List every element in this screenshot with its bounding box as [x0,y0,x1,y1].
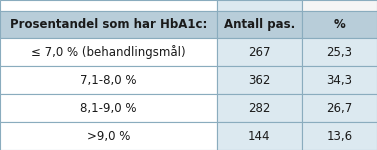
Text: 282: 282 [248,102,270,115]
Bar [217,38,302,66]
Bar [217,11,302,38]
Text: 8,1-9,0 %: 8,1-9,0 % [80,102,136,115]
Bar [0,11,217,38]
Bar [217,122,302,150]
Bar [302,122,377,150]
Text: 34,3: 34,3 [326,74,352,87]
Bar [0,122,217,150]
Bar [217,66,302,94]
Text: 144: 144 [248,130,270,142]
Bar [0,66,217,94]
Bar [0,94,217,122]
Text: 13,6: 13,6 [326,130,352,142]
Text: 25,3: 25,3 [326,46,352,59]
Text: Prosentandel som har HbA1c:: Prosentandel som har HbA1c: [10,18,207,31]
Text: Antall pas.: Antall pas. [224,18,295,31]
Text: 267: 267 [248,46,270,59]
Text: 7,1-8,0 %: 7,1-8,0 % [80,74,136,87]
Bar [302,94,377,122]
Bar [302,0,377,11]
Text: 362: 362 [248,74,270,87]
Text: >9,0 %: >9,0 % [87,130,130,142]
Text: %: % [333,18,345,31]
Bar [0,0,217,11]
Bar [302,66,377,94]
Bar [302,11,377,38]
Bar [0,38,217,66]
Bar [217,94,302,122]
Text: ≤ 7,0 % (behandlingsmål): ≤ 7,0 % (behandlingsmål) [31,45,186,59]
Text: 26,7: 26,7 [326,102,352,115]
Bar [302,38,377,66]
Bar [217,0,302,11]
